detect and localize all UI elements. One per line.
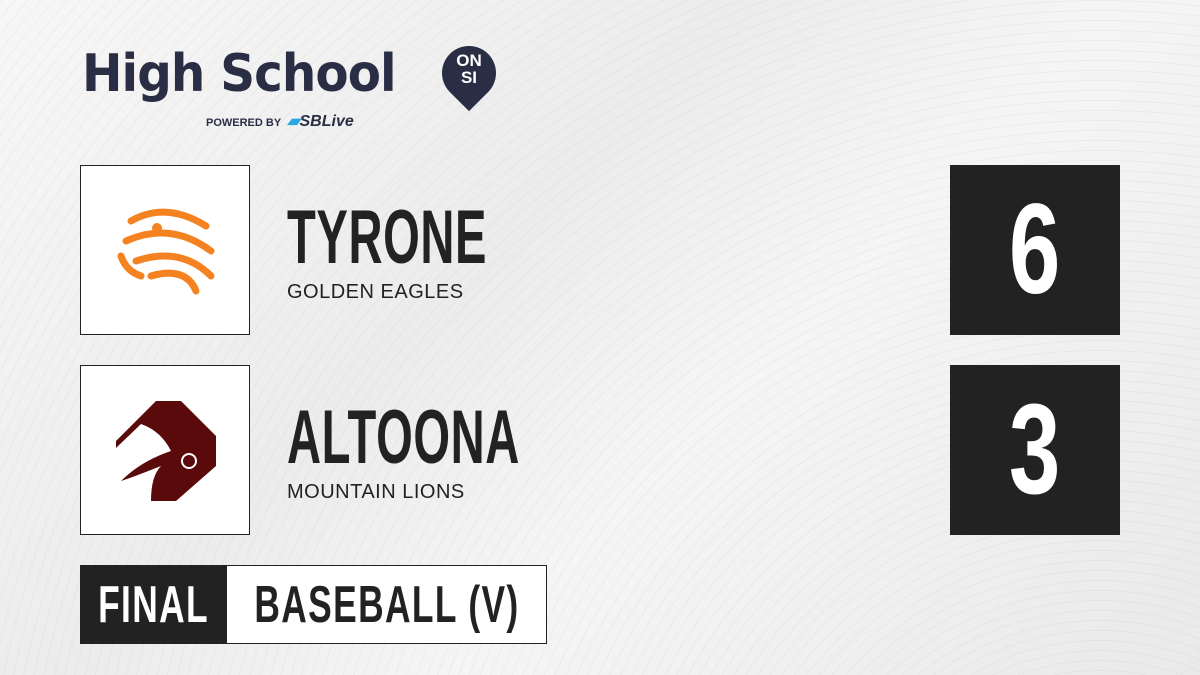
mountain-lion-logo-icon [116, 401, 216, 501]
sport-label: BASEBALL (V) [227, 566, 546, 643]
game-status: FINAL BASEBALL (V) [80, 565, 547, 644]
powered-by: POWERED BY ▰SBLive [206, 113, 354, 130]
brand-title: High School [82, 44, 397, 104]
team-name: TYRONE [287, 195, 488, 280]
team-logo-tyrone [80, 165, 250, 335]
on-si-badge: ON SI [456, 51, 482, 87]
team-score: 3 [950, 365, 1120, 535]
brand-logo: High School ON SI POWERED BY ▰SBLive [82, 34, 508, 130]
final-label: FINAL [81, 566, 227, 643]
team-score: 6 [950, 165, 1120, 335]
team-mascot: GOLDEN EAGLES [287, 281, 464, 303]
sblive-logo: ▰SBLive [287, 113, 354, 130]
team-mascot: MOUNTAIN LIONS [287, 481, 465, 503]
team-name: ALTOONA [287, 395, 520, 480]
team-logo-altoona [80, 365, 250, 535]
eagle-logo-icon [117, 208, 215, 295]
